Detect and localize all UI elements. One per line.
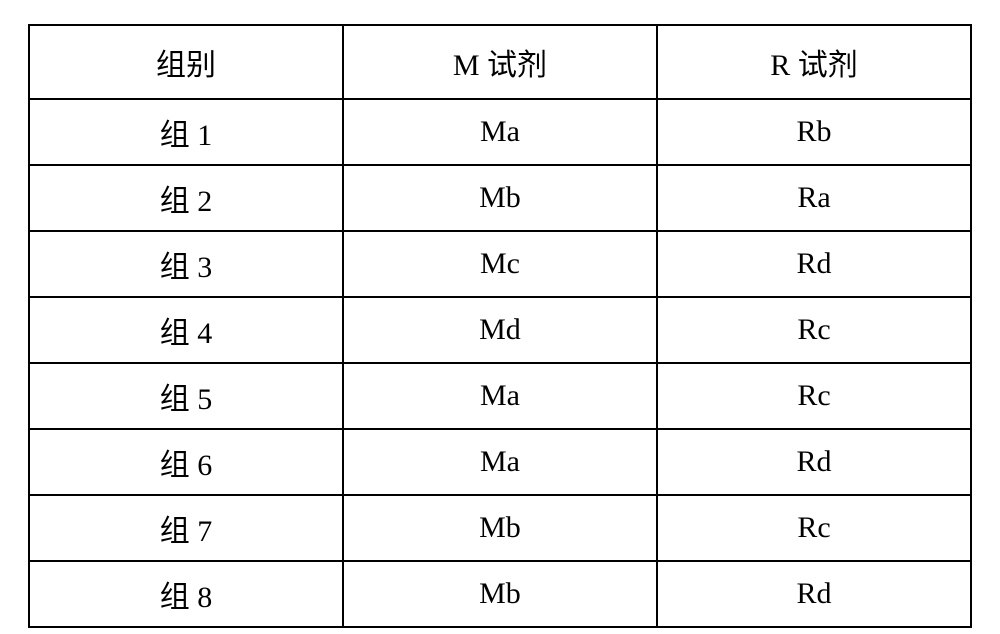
cell-r-reagent: Rd	[657, 231, 971, 297]
reagent-table: 组别 M 试剂 R 试剂 组 1 Ma Rb 组 2 Mb Ra 组 3 Mc …	[28, 24, 972, 628]
cell-group: 组 6	[29, 429, 343, 495]
cell-r-reagent: Rb	[657, 99, 971, 165]
table-row: 组 7 Mb Rc	[29, 495, 971, 561]
cell-r-reagent: Ra	[657, 165, 971, 231]
col-header-m-reagent: M 试剂	[343, 25, 657, 99]
cell-m-reagent: Mc	[343, 231, 657, 297]
table-row: 组 2 Mb Ra	[29, 165, 971, 231]
table-header: 组别 M 试剂 R 试剂	[29, 25, 971, 99]
cell-r-reagent: Rd	[657, 429, 971, 495]
cell-group-text: 组 1	[160, 119, 213, 152]
cell-m-reagent: Mb	[343, 495, 657, 561]
table-row: 组 5 Ma Rc	[29, 363, 971, 429]
cell-group: 组 5	[29, 363, 343, 429]
cell-group-text: 组 3	[160, 251, 213, 284]
cell-group: 组 1	[29, 99, 343, 165]
col-header-r-reagent: R 试剂	[657, 25, 971, 99]
cell-group: 组 8	[29, 561, 343, 627]
table-row: 组 4 Md Rc	[29, 297, 971, 363]
cell-m-reagent: Ma	[343, 363, 657, 429]
cell-r-reagent: Rc	[657, 495, 971, 561]
table-header-row: 组别 M 试剂 R 试剂	[29, 25, 971, 99]
cell-m-reagent: Mb	[343, 165, 657, 231]
cell-r-reagent: Rd	[657, 561, 971, 627]
page-container: 组别 M 试剂 R 试剂 组 1 Ma Rb 组 2 Mb Ra 组 3 Mc …	[0, 0, 1000, 634]
cell-group-text: 组 7	[160, 515, 213, 548]
table-row: 组 8 Mb Rd	[29, 561, 971, 627]
cell-group: 组 4	[29, 297, 343, 363]
table-row: 组 3 Mc Rd	[29, 231, 971, 297]
cell-r-reagent: Rc	[657, 297, 971, 363]
table-row: 组 6 Ma Rd	[29, 429, 971, 495]
cell-m-reagent: Ma	[343, 429, 657, 495]
col-header-group: 组别	[29, 25, 343, 99]
table-body: 组 1 Ma Rb 组 2 Mb Ra 组 3 Mc Rd 组 4 Md Rc …	[29, 99, 971, 627]
cell-group: 组 2	[29, 165, 343, 231]
cell-group: 组 3	[29, 231, 343, 297]
cell-group-text: 组 6	[160, 449, 213, 482]
cell-m-reagent: Ma	[343, 99, 657, 165]
cell-m-reagent: Md	[343, 297, 657, 363]
cell-group-text: 组 4	[160, 317, 213, 350]
cell-group-text: 组 8	[160, 581, 213, 614]
cell-group-text: 组 2	[160, 185, 213, 218]
cell-m-reagent: Mb	[343, 561, 657, 627]
cell-group: 组 7	[29, 495, 343, 561]
table-row: 组 1 Ma Rb	[29, 99, 971, 165]
cell-group-text: 组 5	[160, 383, 213, 416]
cell-r-reagent: Rc	[657, 363, 971, 429]
